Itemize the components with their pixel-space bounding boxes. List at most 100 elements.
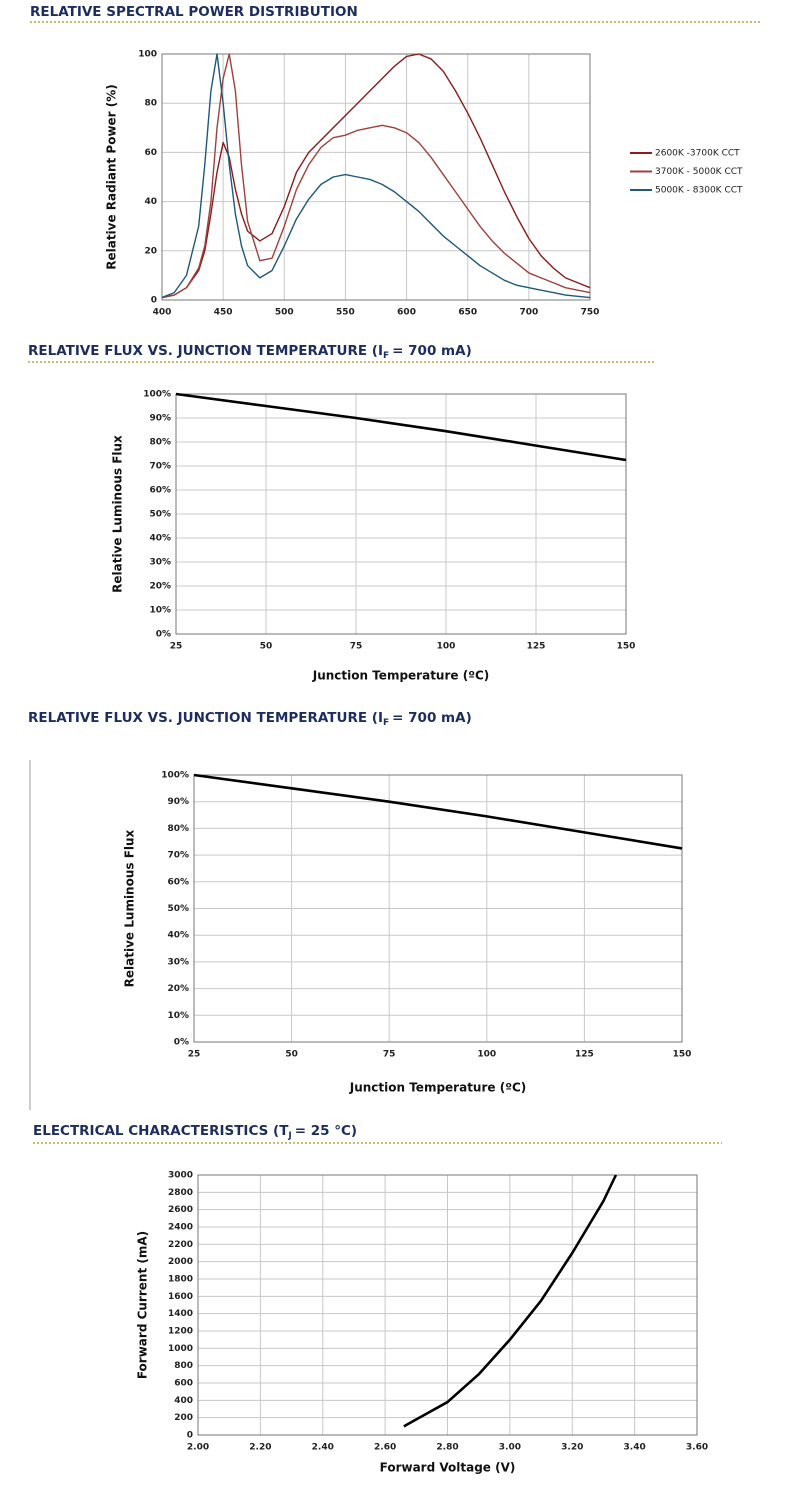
x-tick-label: 2.40 — [312, 1443, 334, 1453]
y-tick-label: 20% — [167, 984, 189, 994]
x-tick-label: 3.00 — [499, 1443, 521, 1453]
x-tick-label: 3.40 — [624, 1443, 646, 1453]
y-tick-label: 50% — [149, 510, 171, 520]
y-tick-label: 10% — [167, 1011, 189, 1021]
x-tick-label: 2.60 — [374, 1443, 396, 1453]
title-subscript: F — [383, 351, 389, 361]
x-tick-label: 2.20 — [249, 1443, 271, 1453]
x-tick-label: 500 — [275, 308, 294, 318]
y-tick-label: 70% — [149, 462, 171, 472]
y-tick-label: 0 — [187, 1431, 193, 1441]
x-tick-label: 50 — [260, 642, 273, 652]
data-line — [161, 53, 591, 299]
x-tick-label: 650 — [458, 308, 477, 318]
y-tick-label: 1200 — [168, 1327, 193, 1337]
x-tick-label: 75 — [383, 1050, 396, 1060]
plot-area — [161, 53, 591, 301]
y-axis-label: Relative Radiant Power (%) — [105, 84, 119, 270]
y-axis-label: Relative Luminous Flux — [123, 829, 137, 987]
x-tick-label: 3.20 — [561, 1443, 583, 1453]
y-tick-label: 1600 — [168, 1292, 193, 1302]
title-subscript: F — [383, 718, 389, 728]
y-tick-label: 0% — [174, 1038, 189, 1048]
y-tick-label: 50% — [167, 904, 189, 914]
y-tick-label: 80% — [149, 438, 171, 448]
y-tick-label: 2200 — [168, 1240, 193, 1250]
x-tick-label: 400 — [153, 308, 172, 318]
x-tick-label: 750 — [581, 308, 600, 318]
x-tick-label: 2.00 — [187, 1443, 209, 1453]
y-tick-label: 1400 — [168, 1309, 193, 1319]
data-line — [403, 1174, 618, 1428]
section-title: RELATIVE SPECTRAL POWER DISTRIBUTION — [30, 4, 358, 20]
x-tick-label: 100 — [477, 1050, 496, 1060]
x-axis-label: Forward Voltage (V) — [380, 1461, 516, 1475]
y-tick-label: 2600 — [168, 1205, 193, 1215]
x-tick-label: 150 — [673, 1050, 692, 1060]
y-axis-label: Forward Current (mA) — [136, 1231, 150, 1379]
x-tick-label: 600 — [397, 308, 416, 318]
title-text: RELATIVE SPECTRAL POWER DISTRIBUTION — [30, 4, 358, 20]
x-tick-label: 125 — [575, 1050, 594, 1060]
y-tick-label: 400 — [174, 1396, 193, 1406]
y-tick-label: 60 — [144, 148, 157, 158]
section-title: RELATIVE FLUX VS. JUNCTION TEMPERATURE (… — [28, 710, 472, 728]
plot-border — [175, 393, 627, 635]
x-tick-label: 125 — [527, 642, 546, 652]
x-axis-label: Junction Temperature (ºC) — [312, 669, 490, 683]
x-tick-label: 2.80 — [436, 1443, 458, 1453]
title-text: RELATIVE FLUX VS. JUNCTION TEMPERATURE (… — [28, 343, 383, 359]
y-axis-label: Relative Luminous Flux — [111, 435, 125, 593]
y-tick-label: 100 — [138, 50, 157, 60]
y-tick-label: 1000 — [168, 1344, 193, 1354]
title-suffix: = 700 mA) — [392, 710, 472, 726]
y-tick-label: 0 — [151, 296, 157, 306]
y-tick-label: 60% — [149, 486, 171, 496]
y-tick-label: 40 — [144, 197, 157, 207]
x-tick-label: 25 — [170, 642, 183, 652]
x-tick-label: 3.60 — [686, 1443, 708, 1453]
x-tick-label: 450 — [214, 308, 233, 318]
y-tick-label: 80 — [144, 99, 157, 109]
x-tick-label: 75 — [350, 642, 363, 652]
y-tick-label: 2800 — [168, 1188, 193, 1198]
title-suffix: = 25 °C) — [295, 1123, 357, 1139]
y-tick-label: 1800 — [168, 1275, 193, 1285]
legend-label: 2600K -3700K CCT — [655, 149, 740, 159]
legend-label: 5000K - 8300K CCT — [655, 186, 743, 196]
data-line — [161, 53, 591, 299]
y-tick-label: 30% — [149, 558, 171, 568]
y-tick-label: 800 — [174, 1361, 193, 1371]
y-tick-label: 600 — [174, 1379, 193, 1389]
y-tick-label: 30% — [167, 957, 189, 967]
title-subscript: J — [287, 1131, 291, 1141]
x-tick-label: 25 — [188, 1050, 201, 1060]
plot-border — [161, 53, 591, 301]
x-axis-label: Junction Temperature (ºC) — [349, 1081, 527, 1095]
y-tick-label: 90% — [149, 414, 171, 424]
y-tick-label: 10% — [149, 606, 171, 616]
title-suffix: = 700 mA) — [392, 343, 472, 359]
y-tick-label: 2400 — [168, 1223, 193, 1233]
section-title: RELATIVE FLUX VS. JUNCTION TEMPERATURE (… — [28, 343, 472, 361]
plot-border — [197, 1174, 698, 1436]
y-tick-label: 70% — [167, 851, 189, 861]
title-text: ELECTRICAL CHARACTERISTICS (T — [33, 1123, 289, 1139]
y-tick-label: 60% — [167, 877, 189, 887]
legend-label: 3700K - 5000K CCT — [655, 167, 743, 177]
data-line — [175, 392, 627, 462]
y-tick-label: 80% — [167, 824, 189, 834]
x-tick-label: 550 — [336, 308, 355, 318]
y-tick-label: 3000 — [168, 1171, 193, 1181]
x-tick-label: 50 — [285, 1050, 298, 1060]
y-tick-label: 20% — [149, 582, 171, 592]
y-tick-label: 40% — [149, 534, 171, 544]
y-tick-label: 20 — [144, 246, 157, 256]
y-tick-label: 100% — [143, 390, 171, 400]
plot-border — [193, 774, 683, 1043]
x-tick-label: 700 — [519, 308, 538, 318]
data-line — [193, 773, 683, 850]
y-tick-label: 100% — [161, 771, 189, 781]
data-line — [161, 53, 591, 299]
